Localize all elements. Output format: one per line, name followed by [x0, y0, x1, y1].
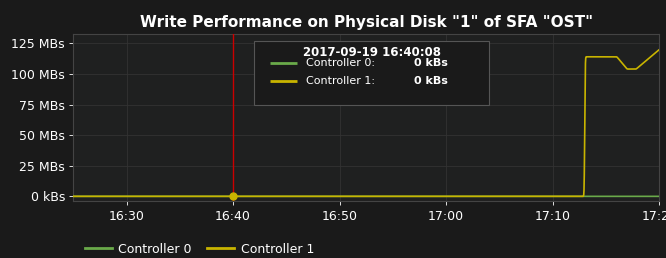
FancyBboxPatch shape [254, 41, 489, 104]
Text: 0 kBs: 0 kBs [414, 58, 448, 68]
Text: Controller 0:: Controller 0: [306, 58, 374, 68]
Legend: Controller 0, Controller 1: Controller 0, Controller 1 [79, 238, 319, 258]
Text: Controller 1:: Controller 1: [306, 76, 374, 86]
Text: 2017-09-19 16:40:08: 2017-09-19 16:40:08 [302, 46, 441, 59]
Text: 0 kBs: 0 kBs [414, 76, 448, 86]
Title: Write Performance on Physical Disk "1" of SFA "OST": Write Performance on Physical Disk "1" o… [140, 15, 593, 30]
